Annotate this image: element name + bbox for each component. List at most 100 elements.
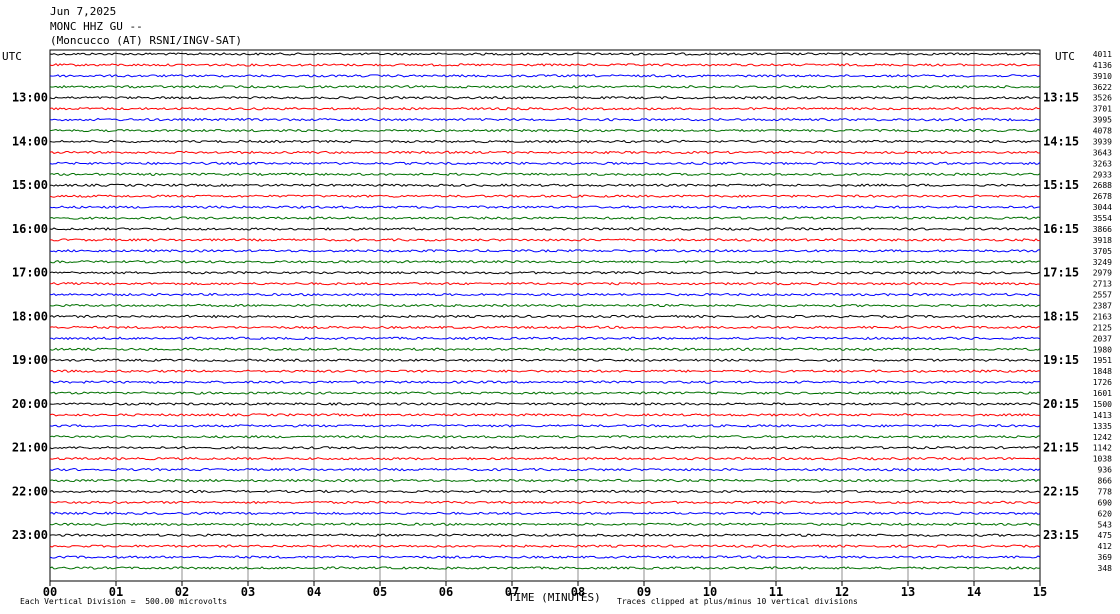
clip-note: Traces clipped at plus/minus 10 vertical… — [617, 597, 858, 606]
x-tick-label: 10 — [703, 585, 717, 599]
seismic-trace — [49, 96, 1041, 100]
trace-rms-label: 1601 — [1093, 389, 1112, 398]
trace-rms-label: 3622 — [1093, 83, 1112, 92]
trace-rms-label: 2125 — [1093, 323, 1112, 332]
x-tick-label: 07 — [505, 585, 519, 599]
seismic-trace — [49, 500, 1041, 505]
utc-left-label: UTC — [2, 50, 22, 63]
trace-rms-label: 4078 — [1093, 127, 1112, 136]
seismic-trace — [49, 369, 1041, 373]
hour-label-left: 19:00 — [12, 353, 48, 367]
trace-rms-label: 369 — [1098, 553, 1113, 562]
seismic-trace — [49, 391, 1041, 395]
seismic-trace — [49, 347, 1041, 352]
hour-label-right: 20:15 — [1043, 397, 1079, 411]
seismic-trace — [49, 249, 1041, 253]
seismic-trace — [49, 172, 1041, 177]
trace-rms-label: 1335 — [1093, 422, 1112, 431]
trace-rms-label: 3939 — [1093, 138, 1112, 147]
hour-label-left: 23:00 — [12, 528, 48, 542]
trace-rms-label: 690 — [1098, 498, 1113, 507]
trace-rms-label: 1500 — [1093, 400, 1112, 409]
trace-rms-label: 2163 — [1093, 313, 1112, 322]
trace-rms-label: 3044 — [1093, 203, 1112, 212]
hour-label-right: 18:15 — [1043, 310, 1079, 324]
x-tick-label: 06 — [439, 585, 453, 599]
seismic-trace — [49, 358, 1041, 362]
channel-label: MONC HHZ GU -- — [50, 20, 143, 33]
trace-rms-label: 2037 — [1093, 334, 1112, 343]
seismic-trace — [49, 63, 1041, 67]
seismic-trace — [49, 74, 1041, 78]
seismic-trace — [49, 555, 1041, 559]
hour-label-right: 13:15 — [1043, 91, 1079, 105]
seismic-trace — [49, 325, 1041, 330]
hour-label-left: 15:00 — [12, 178, 48, 192]
hour-label-right: 21:15 — [1043, 441, 1079, 455]
seismic-trace — [49, 128, 1041, 133]
hour-label-left: 14:00 — [12, 135, 48, 149]
seismic-trace — [49, 106, 1041, 111]
trace-rms-label: 2387 — [1093, 302, 1112, 311]
trace-rms-label: 3866 — [1093, 225, 1112, 234]
x-tick-label: 02 — [175, 585, 189, 599]
seismic-trace — [49, 150, 1041, 155]
x-tick-label: 03 — [241, 585, 255, 599]
trace-rms-label: 412 — [1098, 542, 1113, 551]
hour-label-left: 18:00 — [12, 310, 48, 324]
trace-rms-label: 4136 — [1093, 61, 1112, 70]
seismic-trace — [49, 489, 1041, 494]
trace-rms-label: 2557 — [1093, 291, 1112, 300]
trace-rms-label: 348 — [1098, 564, 1113, 573]
x-tick-label: 00 — [43, 585, 57, 599]
utc-right-label: UTC — [1055, 50, 1075, 63]
trace-rms-label: 2979 — [1093, 269, 1112, 278]
hour-label-right: 16:15 — [1043, 222, 1079, 236]
plot-frame — [49, 49, 1041, 582]
seismic-trace — [49, 566, 1041, 570]
x-tick-label: 09 — [637, 585, 651, 599]
x-tick-label: 01 — [109, 585, 123, 599]
x-tick-label: 05 — [373, 585, 387, 599]
hour-label-left: 16:00 — [12, 222, 48, 236]
seismic-trace — [49, 511, 1041, 516]
seismic-trace — [49, 314, 1041, 319]
trace-rms-label: 3701 — [1093, 105, 1112, 114]
hour-label-left: 22:00 — [12, 484, 48, 498]
trace-rms-label: 1951 — [1093, 356, 1112, 365]
seismic-trace — [49, 380, 1041, 384]
hour-label-right: 23:15 — [1043, 528, 1079, 542]
seismic-trace — [49, 270, 1041, 275]
x-tick-label: 11 — [769, 585, 783, 599]
trace-rms-label: 3554 — [1093, 214, 1112, 223]
seismic-trace — [49, 456, 1041, 461]
seismic-trace — [49, 478, 1041, 483]
seismic-trace — [49, 522, 1041, 526]
x-tick-label: 14 — [967, 585, 981, 599]
seismic-trace — [50, 183, 1041, 188]
seismic-trace — [49, 402, 1041, 406]
seismic-trace — [49, 216, 1041, 220]
trace-rms-label: 3263 — [1093, 159, 1112, 168]
seismic-trace — [49, 424, 1041, 428]
hour-label-right: 15:15 — [1043, 178, 1079, 192]
seismic-trace — [49, 281, 1041, 286]
trace-rms-label: 3705 — [1093, 247, 1112, 256]
x-axis-title: TIME (MINUTES) — [508, 591, 601, 604]
hour-label-left: 13:00 — [12, 91, 48, 105]
trace-rms-label: 2678 — [1093, 192, 1112, 201]
seismic-trace — [49, 533, 1041, 537]
x-tick-label: 12 — [835, 585, 849, 599]
hour-label-left: 20:00 — [12, 397, 48, 411]
trace-rms-label: 866 — [1098, 477, 1113, 486]
hour-label-right: 17:15 — [1043, 266, 1079, 280]
trace-rms-label: 3643 — [1093, 148, 1112, 157]
trace-rms-label: 2688 — [1093, 181, 1112, 190]
seismic-trace — [49, 117, 1040, 122]
station-label: (Moncucco (AT) RSNI/INGV-SAT) — [50, 34, 243, 47]
seismic-trace — [49, 161, 1041, 166]
trace-rms-label: 2713 — [1093, 280, 1112, 289]
x-tick-label: 15 — [1033, 585, 1047, 599]
trace-rms-label: 543 — [1098, 520, 1113, 529]
seismic-trace — [49, 194, 1041, 198]
